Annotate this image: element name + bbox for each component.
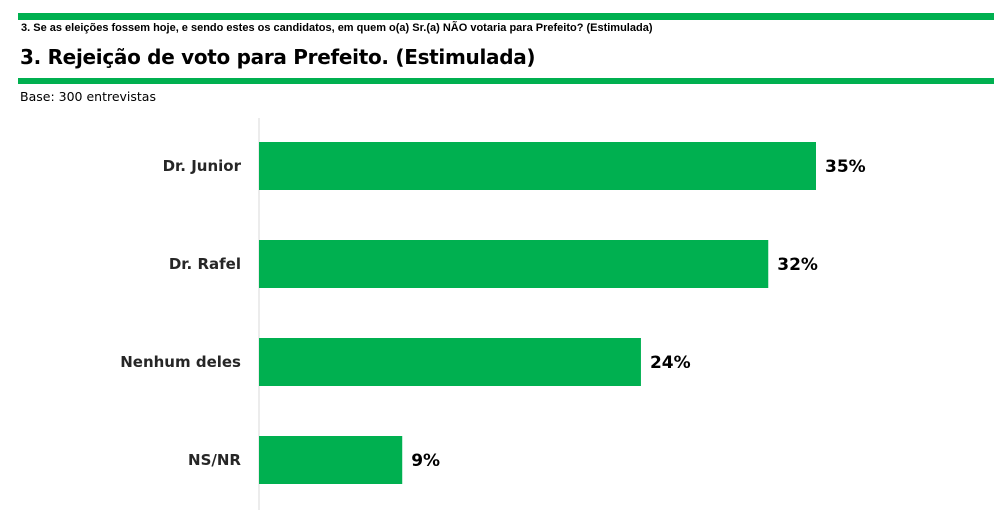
category-label-0: Dr. Junior <box>163 157 242 175</box>
page-title: 3. Rejeição de voto para Prefeito. (Esti… <box>20 45 536 69</box>
category-label-3: NS/NR <box>188 451 241 469</box>
bar-1 <box>259 240 769 288</box>
category-label-2: Nenhum deles <box>120 353 241 371</box>
category-label-1: Dr. Rafel <box>169 255 241 273</box>
top-green-rule <box>18 13 994 20</box>
value-label-3: 9% <box>411 451 440 471</box>
value-label-1: 32% <box>777 255 818 275</box>
title-green-rule <box>18 78 994 84</box>
value-label-2: 24% <box>650 353 691 373</box>
value-label-0: 35% <box>825 157 866 177</box>
bar-0 <box>259 142 816 190</box>
question-text: 3. Se as eleições fossem hoje, e sendo e… <box>21 22 653 34</box>
bar-3 <box>259 436 403 484</box>
base-note: Base: 300 entrevistas <box>20 89 156 104</box>
bar-2 <box>259 338 641 386</box>
